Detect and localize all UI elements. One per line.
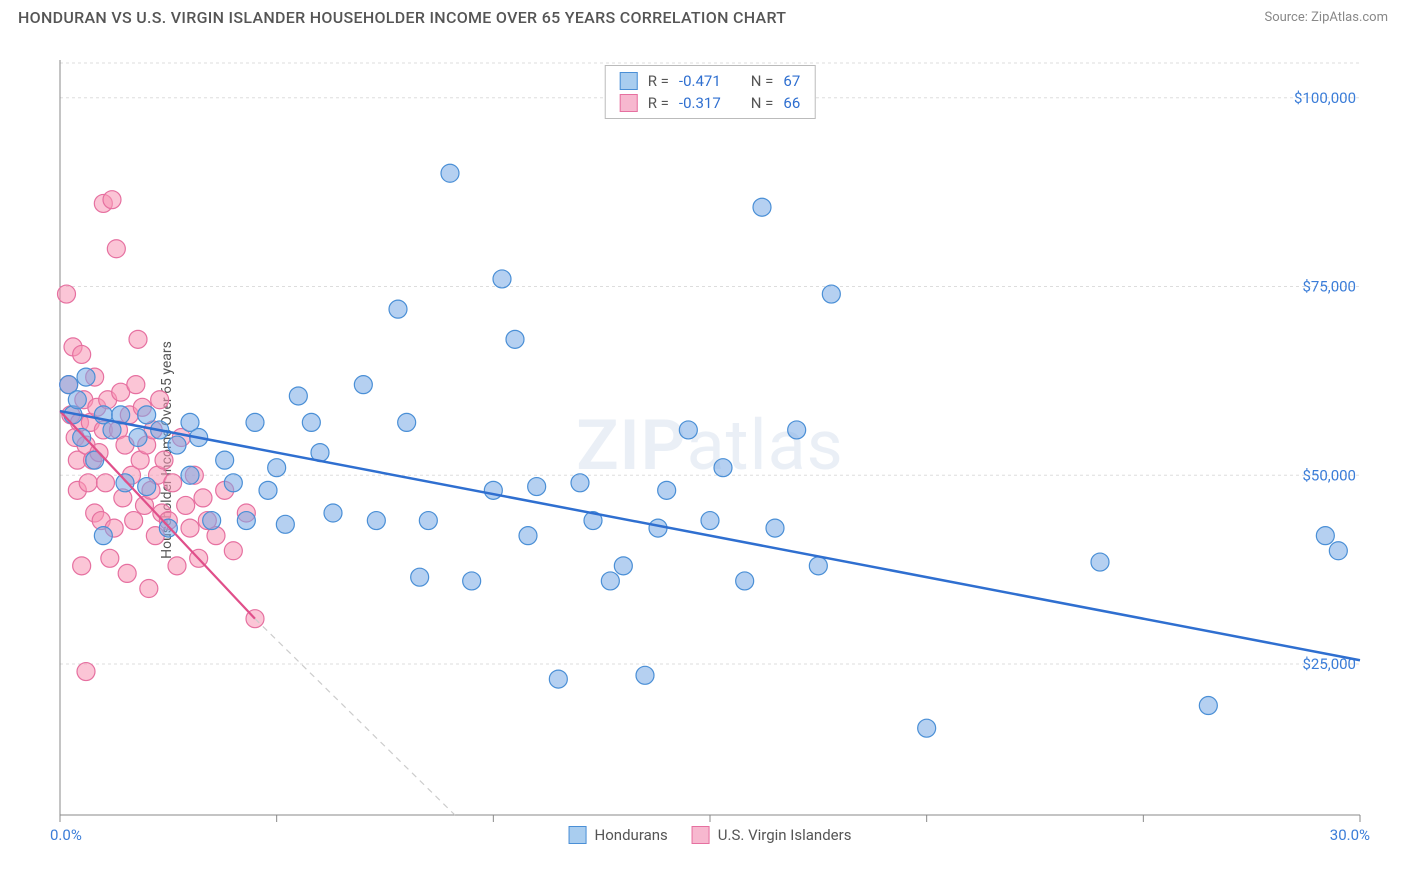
r-value-virgin-islanders: -0.317 xyxy=(679,94,721,112)
n-value-hondurans: 67 xyxy=(783,72,800,90)
svg-text:$50,000: $50,000 xyxy=(1302,466,1356,484)
legend-item-virgin-islanders: U.S. Virgin Islanders xyxy=(692,826,852,844)
legend-item-hondurans: Hondurans xyxy=(569,826,668,844)
bottom-legend: Hondurans U.S. Virgin Islanders xyxy=(569,826,852,844)
chart-title: HONDURAN VS U.S. VIRGIN ISLANDER HOUSEHO… xyxy=(18,8,786,27)
stats-legend: R = -0.471 N = 67 R = -0.317 N = 66 xyxy=(605,65,816,119)
n-value-virgin-islanders: 66 xyxy=(783,94,800,112)
svg-text:$75,000: $75,000 xyxy=(1302,278,1356,296)
chart-source: Source: ZipAtlas.com xyxy=(1264,10,1388,25)
chart-area: Householder Income Over 65 years ZIPatla… xyxy=(50,60,1370,840)
svg-text:$100,000: $100,000 xyxy=(1294,89,1356,107)
swatch-hondurans xyxy=(620,72,638,90)
scatter-plot: $25,000$50,000$75,000$100,000 xyxy=(50,60,1370,840)
r-value-hondurans: -0.471 xyxy=(679,72,721,90)
chart-header: HONDURAN VS U.S. VIRGIN ISLANDER HOUSEHO… xyxy=(0,0,1406,31)
legend-label-hondurans: Hondurans xyxy=(595,826,668,844)
x-axis-min-label: 0.0% xyxy=(50,826,82,844)
swatch-virgin-islanders xyxy=(620,94,638,112)
legend-label-virgin-islanders: U.S. Virgin Islanders xyxy=(718,826,852,844)
legend-swatch-hondurans xyxy=(569,826,587,844)
x-axis-max-label: 30.0% xyxy=(1330,826,1370,844)
stats-row-hondurans: R = -0.471 N = 67 xyxy=(606,70,815,92)
stats-row-virgin-islanders: R = -0.317 N = 66 xyxy=(606,92,815,114)
legend-swatch-virgin-islanders xyxy=(692,826,710,844)
